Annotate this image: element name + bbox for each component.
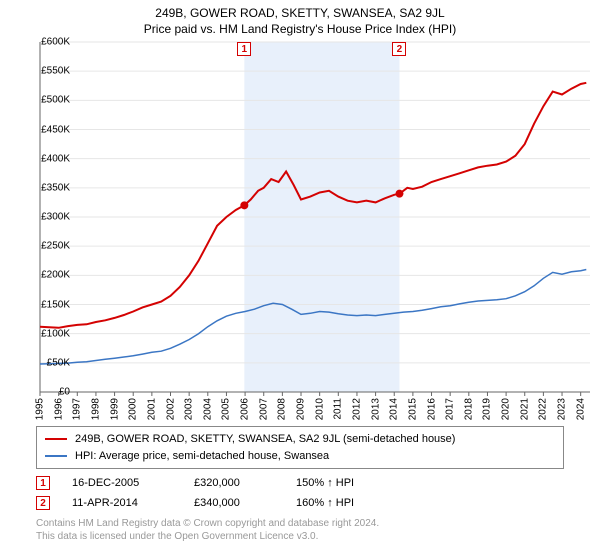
y-tick-label: £200K	[41, 270, 70, 281]
x-tick-label: 1997	[72, 398, 83, 420]
price-chart	[36, 40, 596, 420]
y-tick-label: £150K	[41, 299, 70, 310]
y-tick-label: £450K	[41, 124, 70, 135]
x-tick-label: 2005	[221, 398, 232, 420]
legend-box: 249B, GOWER ROAD, SKETTY, SWANSEA, SA2 9…	[36, 426, 564, 469]
x-tick-label: 1995	[35, 398, 46, 420]
y-tick-label: £50K	[47, 357, 70, 368]
chart-area: £0 £50K £100K £150K £200K £250K £300K £350K £400…	[36, 40, 596, 420]
sale-band-marker: 2	[392, 42, 406, 56]
page-title: 249B, GOWER ROAD, SKETTY, SWANSEA, SA2 9…	[0, 0, 600, 20]
x-tick-label: 2021	[519, 398, 530, 420]
x-tick-label: 2023	[557, 398, 568, 420]
sale-marker: 1	[36, 476, 50, 490]
x-tick-label: 2011	[333, 398, 344, 420]
x-tick-label: 2022	[538, 398, 549, 420]
sale-row: 2 11-APR-2014 £340,000 160% ↑ HPI	[36, 493, 564, 513]
y-tick-label: £0	[59, 387, 70, 398]
sale-price: £320,000	[194, 477, 274, 489]
legend-swatch	[45, 438, 67, 440]
x-tick-label: 2015	[407, 398, 418, 420]
x-tick-label: 1998	[90, 398, 101, 420]
legend-label: 249B, GOWER ROAD, SKETTY, SWANSEA, SA2 9…	[75, 431, 455, 448]
x-tick-label: 2008	[277, 398, 288, 420]
legend-row: 249B, GOWER ROAD, SKETTY, SWANSEA, SA2 9…	[45, 431, 555, 448]
x-tick-label: 2000	[128, 398, 139, 420]
y-tick-label: £600K	[41, 37, 70, 48]
x-tick-label: 2006	[240, 398, 251, 420]
sale-date: 11-APR-2014	[72, 497, 172, 509]
x-tick-label: 2002	[165, 398, 176, 420]
x-tick-label: 2007	[258, 398, 269, 420]
y-tick-label: £250K	[41, 241, 70, 252]
sale-percent-vs-hpi: 160% ↑ HPI	[296, 497, 354, 509]
sale-price: £340,000	[194, 497, 274, 509]
sales-table: 1 16-DEC-2005 £320,000 150% ↑ HPI 2 11-APR-20…	[36, 473, 564, 513]
x-tick-label: 2013	[370, 398, 381, 420]
x-tick-label: 2010	[314, 398, 325, 420]
y-tick-label: £400K	[41, 153, 70, 164]
x-tick-label: 2024	[575, 398, 586, 420]
x-tick-label: 2020	[501, 398, 512, 420]
y-tick-label: £550K	[41, 66, 70, 77]
x-tick-label: 2019	[482, 398, 493, 420]
legend-label: HPI: Average price, semi-detached house,…	[75, 448, 329, 465]
sale-row: 1 16-DEC-2005 £320,000 150% ↑ HPI	[36, 473, 564, 493]
x-tick-label: 1999	[109, 398, 120, 420]
x-tick-label: 2004	[202, 398, 213, 420]
x-tick-label: 2001	[146, 398, 157, 420]
footer-line-2: This data is licensed under the Open Gov…	[36, 530, 564, 543]
legend-swatch	[45, 455, 67, 457]
footer-attribution: Contains HM Land Registry data © Crown c…	[36, 517, 564, 543]
x-tick-label: 2003	[184, 398, 195, 420]
sale-band-marker: 1	[237, 42, 251, 56]
x-tick-label: 2014	[389, 398, 400, 420]
x-tick-label: 2018	[463, 398, 474, 420]
x-tick-label: 2009	[296, 398, 307, 420]
x-tick-label: 2017	[445, 398, 456, 420]
sale-marker: 2	[36, 496, 50, 510]
x-tick-label: 1996	[53, 398, 64, 420]
sale-date: 16-DEC-2005	[72, 477, 172, 489]
y-tick-label: £300K	[41, 212, 70, 223]
legend-row: HPI: Average price, semi-detached house,…	[45, 448, 555, 465]
footer-line-1: Contains HM Land Registry data © Crown c…	[36, 517, 564, 530]
y-tick-label: £100K	[41, 328, 70, 339]
y-tick-label: £350K	[41, 182, 70, 193]
page-subtitle: Price paid vs. HM Land Registry's House …	[0, 20, 600, 40]
y-tick-label: £500K	[41, 95, 70, 106]
sale-percent-vs-hpi: 150% ↑ HPI	[296, 477, 354, 489]
x-tick-label: 2016	[426, 398, 437, 420]
x-tick-label: 2012	[351, 398, 362, 420]
